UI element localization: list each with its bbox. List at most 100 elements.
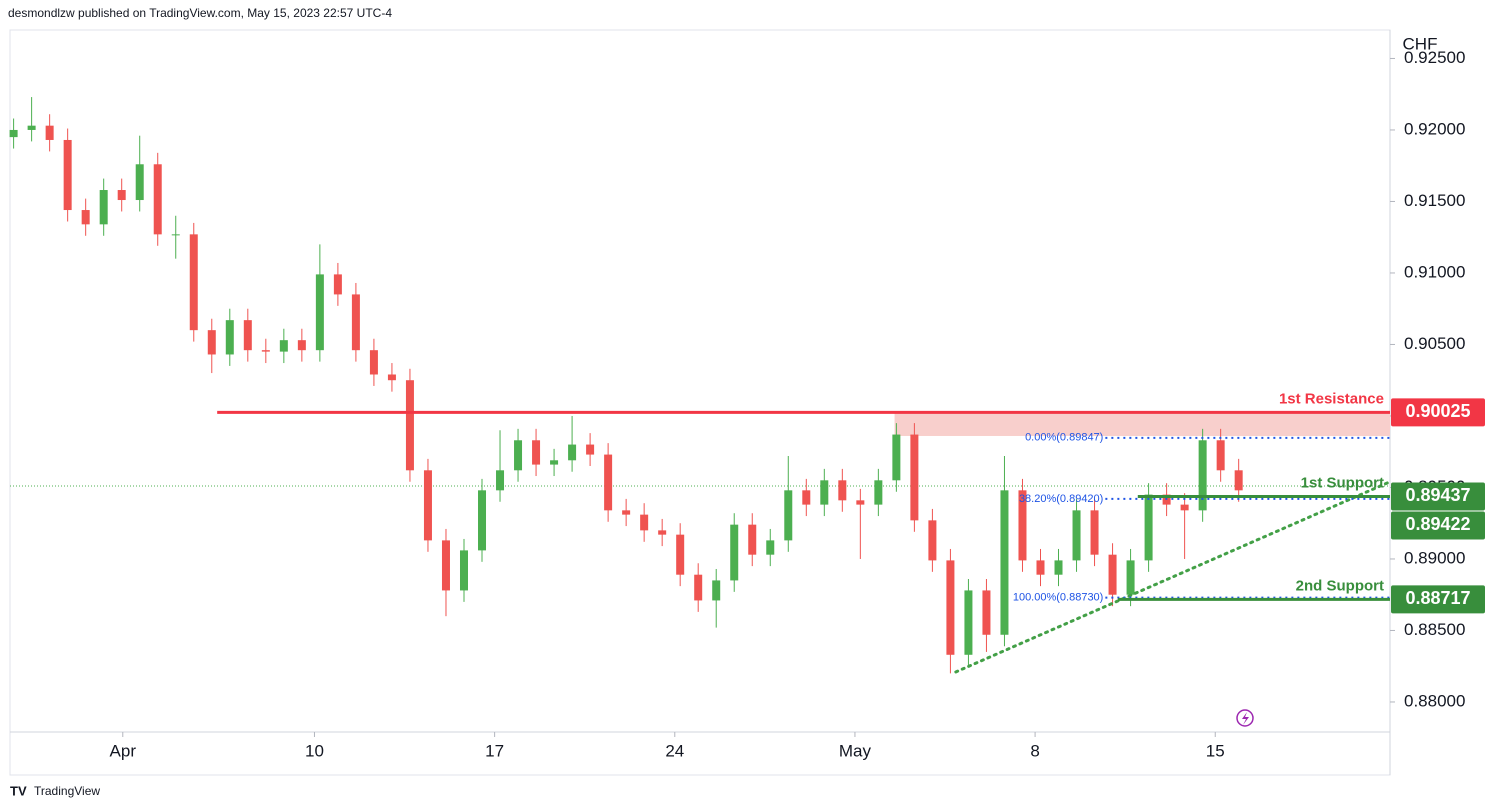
- candle-body: [892, 434, 901, 481]
- candle-body: [640, 514, 649, 531]
- candle-body: [550, 460, 559, 465]
- x-tick-label: 8: [1030, 741, 1039, 760]
- candle-body: [459, 550, 468, 591]
- candle-body: [874, 480, 883, 505]
- logo: TV: [10, 783, 27, 798]
- price-label: 0.90025: [1405, 401, 1470, 421]
- candle-body: [423, 470, 432, 541]
- candle-body: [387, 374, 396, 381]
- event-icon: [1242, 712, 1249, 725]
- x-tick-label: 15: [1206, 741, 1225, 760]
- price-label-box: [1391, 398, 1485, 427]
- candle-body: [1054, 560, 1063, 575]
- footer: TradingView: [34, 784, 100, 798]
- candle-body: [964, 590, 973, 655]
- candle-body: [730, 524, 739, 581]
- candle-body: [568, 444, 577, 461]
- candle-body: [1216, 440, 1225, 471]
- candle-body: [1000, 490, 1009, 635]
- candle-body: [27, 125, 36, 130]
- x-tick-label: 24: [665, 741, 684, 760]
- candle-body: [45, 125, 54, 140]
- candle-body: [225, 320, 234, 355]
- header: desmondlzw published on TradingView.com,…: [8, 6, 392, 20]
- candle-body: [315, 274, 324, 351]
- fib-label: 100.00%(0.88730): [1013, 591, 1104, 603]
- x-tick-label: 10: [305, 741, 324, 760]
- candle-body: [1144, 494, 1153, 561]
- price-label: 0.89422: [1405, 514, 1470, 534]
- candle-body: [838, 480, 847, 501]
- candle-body: [81, 210, 90, 225]
- candle-body: [856, 500, 865, 505]
- candle-body: [243, 320, 252, 351]
- candle-body: [351, 294, 360, 351]
- candle-body: [171, 234, 180, 236]
- currency: CHF: [1403, 34, 1438, 53]
- candle-body: [63, 139, 72, 211]
- candle-body: [369, 350, 378, 375]
- candle-body: [1180, 504, 1189, 511]
- x-tick-label: May: [839, 741, 872, 760]
- candle-body: [946, 560, 955, 655]
- candle-body: [802, 490, 811, 505]
- candle-body: [1036, 560, 1045, 575]
- candle-body: [784, 490, 793, 541]
- candle-body: [153, 164, 162, 235]
- price-label: 0.88717: [1405, 588, 1470, 608]
- candle-body: [1090, 510, 1099, 555]
- fib-label: 0.00%(0.89847): [1025, 432, 1103, 444]
- candle-body: [297, 340, 306, 351]
- y-tick-label: 0.92000: [1404, 119, 1465, 138]
- candle-body: [712, 580, 721, 601]
- event-icon: [1236, 709, 1254, 727]
- candle-body: [478, 490, 487, 551]
- fib-label: 38.20%(0.89420): [1019, 493, 1103, 505]
- candle-body: [910, 434, 919, 521]
- x-tick-label: Apr: [110, 741, 137, 760]
- trendline: [954, 480, 1392, 674]
- y-tick-label: 0.91000: [1404, 262, 1465, 281]
- candle-body: [532, 440, 541, 465]
- candle-body: [117, 190, 126, 201]
- resistance-zone: [894, 412, 1390, 436]
- price-label: 0.89437: [1405, 485, 1470, 505]
- candle-body: [261, 350, 270, 352]
- candle-body: [1072, 510, 1081, 561]
- candle-body: [1018, 490, 1027, 561]
- candle-body: [99, 190, 108, 225]
- candle-body: [9, 129, 18, 138]
- candle-body: [622, 510, 631, 515]
- candle-body: [441, 540, 450, 591]
- y-tick-label: 0.89000: [1404, 548, 1465, 567]
- candle-body: [658, 530, 667, 535]
- frame: [9, 29, 1391, 776]
- level-label: 2nd Support: [1296, 577, 1384, 594]
- candle-body: [514, 440, 523, 471]
- candle-body: [1126, 560, 1135, 595]
- price-label-box: [1391, 585, 1485, 614]
- y-tick-label: 0.88500: [1404, 620, 1465, 639]
- level-label: 1st Support: [1301, 474, 1384, 491]
- y-tick-label: 0.92500: [1404, 48, 1465, 67]
- y-tick-label: 0.88000: [1404, 691, 1465, 710]
- candle-body: [135, 164, 144, 201]
- candle-body: [820, 480, 829, 505]
- candle-body: [676, 534, 685, 575]
- level-label: 1st Resistance: [1279, 390, 1384, 407]
- candle-body: [928, 520, 937, 561]
- candle-body: [496, 470, 505, 491]
- candle-body: [748, 524, 757, 555]
- candle-body: [1198, 440, 1207, 511]
- candle-body: [207, 330, 216, 355]
- candle-body: [766, 540, 775, 555]
- candle-body: [1108, 554, 1117, 595]
- y-tick-label: 0.91500: [1404, 191, 1465, 210]
- candle-body: [694, 574, 703, 601]
- y-tick-label: 0.90500: [1404, 334, 1465, 353]
- candle-body: [405, 380, 414, 471]
- x-tick-label: 17: [485, 741, 504, 760]
- price-label-box: [1391, 482, 1485, 511]
- candle-body: [1234, 470, 1243, 491]
